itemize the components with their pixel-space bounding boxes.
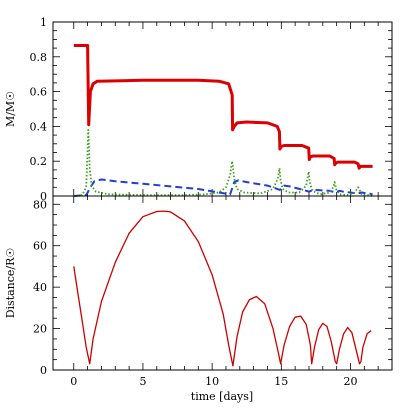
top-panel-ticks (53, 21, 392, 197)
bottom-panel-y-tick-labels: 0 20 40 60 80 (33, 198, 47, 377)
bottom-panel-x-axis-title: time [days] (191, 390, 253, 403)
bottom-panel-x-tick-labels: 0 5 10 15 20 (70, 375, 357, 388)
series-line-solid (73, 210, 372, 367)
bottom-panel-frame (52, 195, 393, 371)
y-tick-label: 20 (33, 323, 47, 336)
top-panel-series (73, 44, 373, 197)
y-tick-label: 1 (40, 16, 47, 29)
top-panel-y-axis-title: M/M☉ (4, 91, 17, 127)
bottom-panel-y-axis-title: Distance/R☉ (4, 248, 17, 319)
y-tick-label: 0 (40, 364, 47, 377)
y-tick-label: 0.4 (30, 120, 48, 133)
y-tick-label: 40 (33, 281, 47, 294)
y-tick-label: 0.6 (30, 86, 48, 99)
y-tick-label: 0.2 (30, 155, 48, 168)
series-line-dotted (73, 128, 373, 197)
y-tick-label: 0 (40, 190, 47, 203)
x-tick-label: 10 (205, 375, 219, 388)
y-tick-label: 60 (33, 240, 47, 253)
top-panel-frame (52, 21, 393, 197)
y-tick-label: 0.8 (30, 51, 48, 64)
x-tick-label: 0 (70, 375, 77, 388)
bottom-panel-series (73, 210, 372, 367)
series-line-solid (73, 44, 373, 170)
bottom-panel-ticks (53, 196, 392, 371)
x-tick-label: 5 (139, 375, 146, 388)
x-tick-label: 15 (274, 375, 288, 388)
x-tick-label: 20 (343, 375, 357, 388)
top-panel: 0 0.2 0.4 0.6 0.8 1 M/M☉ (4, 16, 393, 203)
series-line-dashed (73, 178, 373, 197)
top-panel-y-tick-labels: 0 0.2 0.4 0.6 0.8 1 (30, 16, 48, 203)
bottom-panel: 0 20 40 60 80 0 5 10 15 20 Distance/R☉ time [day… (4, 195, 393, 403)
y-tick-label: 80 (33, 198, 47, 211)
